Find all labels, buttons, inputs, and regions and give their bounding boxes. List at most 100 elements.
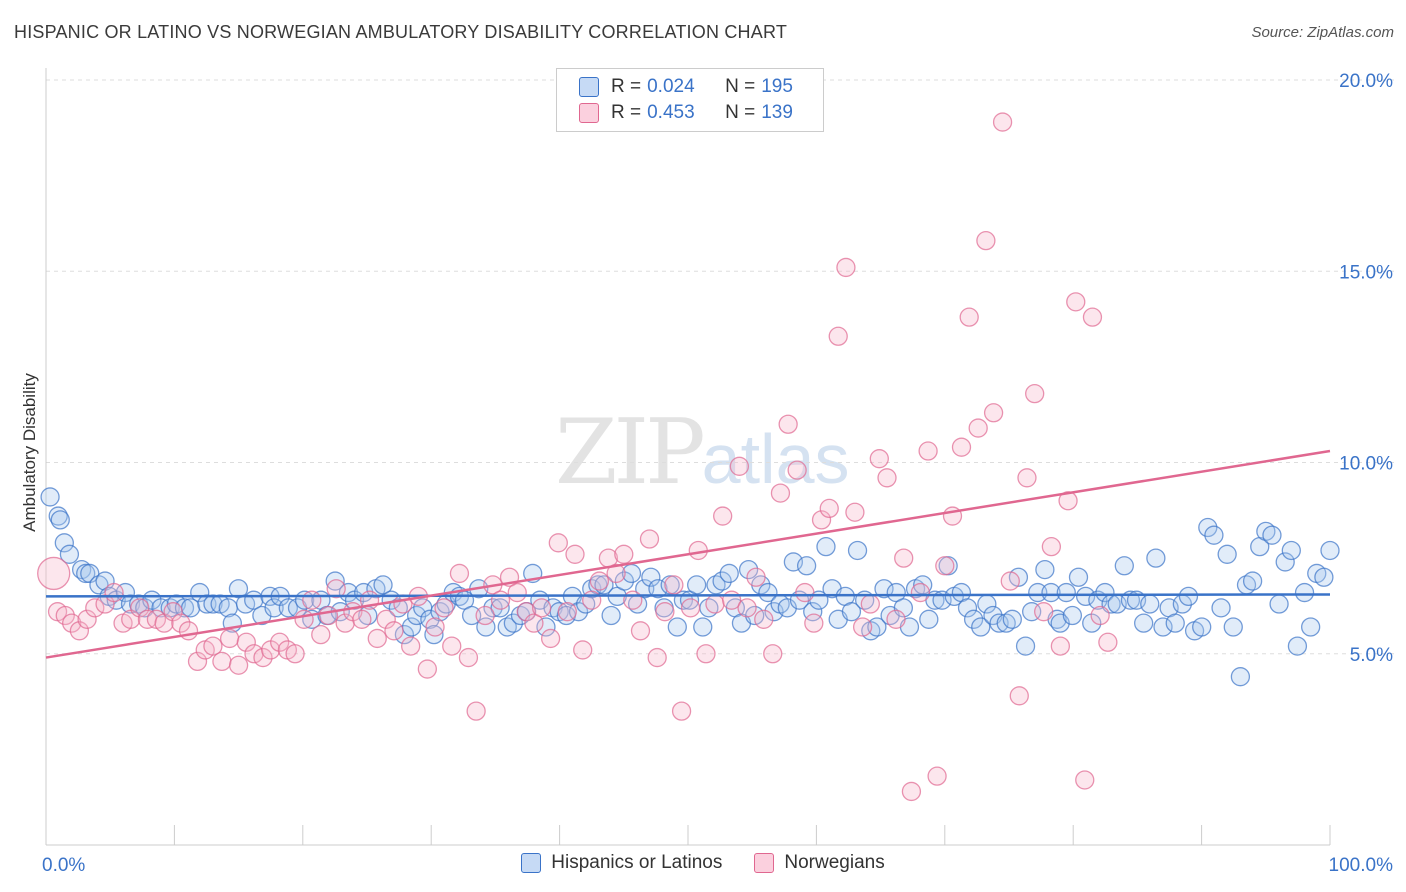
blue-swatch [521,853,542,873]
blue-point-188 [1275,552,1295,572]
blue-point-140 [971,617,991,637]
blue-point-56 [424,624,444,645]
pink-point-3 [62,613,82,633]
blue-point-68 [503,613,524,633]
blue-point-78 [568,602,589,622]
legend-label-norwegians: Norwegians [784,852,885,873]
pink-point-112 [959,307,979,327]
pink-point-26 [253,647,273,668]
pink-point-88 [763,644,783,664]
pink-point-55 [490,590,511,610]
r-label: R = [611,102,642,123]
pink-point-126 [1075,770,1095,790]
blue-point-89 [641,567,661,587]
blue-point-132 [919,609,939,629]
series-norwegians-points [37,112,1118,802]
pink-point-108 [927,766,947,786]
blue-point-195 [1320,540,1340,561]
pink-point-73 [639,529,660,549]
pink-point-127 [1082,307,1103,327]
blue-point-163 [1114,556,1134,576]
r-value: 0.453 [647,102,695,123]
blue-point-147 [1015,636,1036,656]
pink-point-8 [104,582,124,603]
y-tick-label: 10.0% [1339,454,1393,475]
n-value: 139 [761,102,793,123]
blue-point-160 [1095,582,1115,603]
chart-title: HISPANIC OR LATINO VS NORWEGIAN AMBULATO… [14,22,788,42]
blue-point-154 [1056,582,1076,603]
pink-point-49 [442,636,462,656]
pink-point-124 [1058,491,1078,511]
blue-point-177 [1204,525,1224,545]
x-tick-label-min: 0.0% [42,855,85,876]
blue-point-88 [635,579,655,599]
blue-point-3 [54,533,74,553]
blue-point-179 [1217,544,1237,564]
pink-point-101 [869,449,889,469]
pink-point-120 [1025,383,1045,404]
pink-point-104 [894,548,914,568]
blue-point-33 [264,598,284,618]
stats-legend: R = 0.024 N = 195 R = 0.453 N = 139 [556,68,824,132]
blue-point-180 [1223,617,1243,637]
blue-point-97 [693,617,713,637]
blue-point-125 [874,579,894,599]
pink-point-6 [85,598,105,618]
axis-layer [45,68,1331,846]
pink-point-91 [787,460,807,480]
blue-point-31 [252,605,272,626]
blue-point-186 [1262,525,1282,545]
pink-point-46 [417,659,437,679]
pink-point-60 [531,598,552,618]
blue-point-156 [1068,567,1089,587]
blue-point-2 [50,510,70,530]
legend-item-norwegians: Norwegians [754,852,885,874]
pink-point-78 [680,598,701,618]
blue-point-100 [712,571,732,591]
pink-point-30 [285,644,305,664]
stats-legend-row-norwegians: R = 0.453 N = 139 [579,101,793,125]
watermark: ZIPatlas [555,400,850,505]
blue-point-65 [483,598,503,618]
blue-point-121 [847,540,868,561]
pink-point-58 [516,602,536,622]
pink-point-96 [828,326,848,346]
trend-line-0 [45,593,1331,598]
grid-layer [46,79,1395,655]
blue-point-139 [963,609,984,629]
pink-point-20 [203,636,223,656]
pink-point-16 [171,613,191,633]
y-tick-label: 15.0% [1339,262,1393,283]
pink-point-122 [1041,537,1062,557]
pink-point-70 [614,544,634,564]
n-value: 195 [761,76,793,97]
blue-point-192 [1301,617,1321,637]
blue-point-93 [667,617,687,637]
pink-point-15 [163,602,183,622]
pink-point-5 [77,609,97,629]
blue-point-173 [1178,586,1199,607]
pink-point-105 [901,781,922,802]
pink-point-4 [69,621,90,641]
pink-point-17 [178,621,199,641]
blue-point-15 [135,598,155,618]
blue-point-4 [59,544,80,564]
blue-point-178 [1211,598,1231,618]
pink-point-115 [983,403,1004,423]
pink-point-2 [55,605,75,626]
watermark-zip: ZIP [555,400,706,505]
legend-item-hispanics: Hispanics or Latinos [521,852,722,874]
pink-point-119 [1017,468,1037,488]
pink-point-52 [466,701,486,721]
blue-point-116 [816,537,836,557]
blue-point-150 [1035,559,1055,580]
pink-point-92 [795,582,815,603]
blue-point-83 [601,605,621,626]
blue-point-107 [758,582,778,603]
blue-point-62 [461,605,482,626]
pink-point-72 [630,621,651,641]
trend-line-1 [45,449,1331,659]
blue-point-6 [76,563,96,584]
y-tick-label: 20.0% [1339,71,1393,92]
